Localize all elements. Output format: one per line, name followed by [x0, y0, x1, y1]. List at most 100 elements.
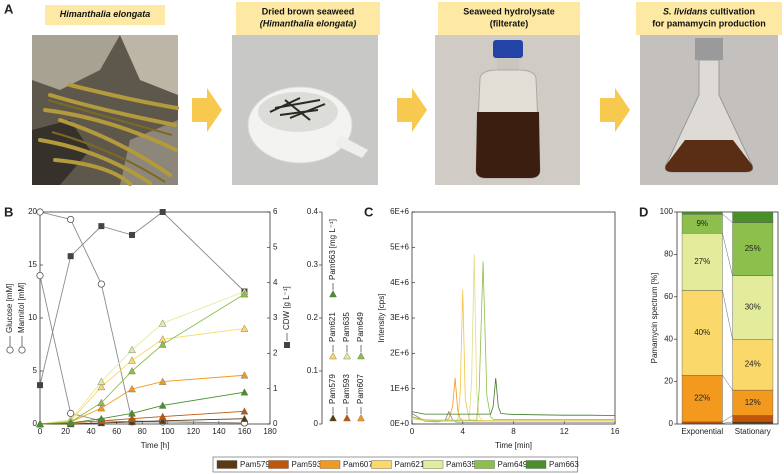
series-line [39, 328, 245, 425]
bar-segment [681, 211, 723, 215]
bar-segment [732, 421, 774, 425]
value-label: 24% [745, 360, 761, 369]
legend-label: Pam621 [395, 460, 425, 469]
illustration-part [600, 88, 630, 132]
y2-tick-label: 0 [273, 419, 278, 428]
y3-axis-label: Pam635 [342, 312, 351, 342]
marker [97, 404, 106, 412]
illustration-part [476, 112, 540, 178]
illustration-part [335, 135, 368, 158]
series-name: Pam635 [342, 312, 351, 342]
value-label: 30% [745, 303, 761, 312]
value-label: 25% [745, 244, 761, 253]
illustration-part [493, 40, 523, 58]
y3-axis-label: Pam649 [356, 312, 365, 342]
y3-axis-label: Pam621 [328, 312, 337, 342]
panel-label: C [364, 204, 374, 219]
marker [158, 377, 167, 385]
illustration-part [497, 58, 519, 70]
marker [159, 209, 166, 215]
y-tick-label: 1E+6 [390, 384, 409, 393]
legend-label: Pam663 [549, 460, 579, 469]
plot-frame [39, 211, 271, 425]
marker [128, 367, 136, 375]
connector [722, 290, 733, 340]
value-label: 27% [694, 257, 710, 266]
bar-segment [681, 232, 723, 291]
marker [129, 231, 135, 238]
bar-segment [732, 211, 774, 223]
marker [66, 419, 75, 427]
x-tick-label: 4 [461, 427, 466, 436]
legend-label: Pam649 [498, 460, 528, 469]
y2-tick-label: 2 [273, 348, 278, 357]
x-axis-label: Time [min] [495, 441, 532, 450]
marker [97, 398, 106, 406]
y-axis-label: Pamamycin spectrum [%] [650, 273, 659, 364]
series-line [40, 418, 245, 425]
illustration-part [192, 88, 222, 132]
legend-swatch [268, 460, 289, 469]
marker [329, 290, 337, 298]
marker [357, 414, 365, 422]
y-tick-label: 5E+6 [390, 242, 409, 251]
legend-swatch [371, 460, 392, 469]
caption-text: Himanthalia elongata [60, 9, 151, 19]
unit: [mg L⁻¹] [328, 219, 337, 248]
series-line [411, 410, 615, 423]
marker [36, 420, 44, 428]
series-line [411, 289, 615, 422]
y2-tick-label: 5 [273, 242, 278, 251]
y-tick-label: 6E+6 [390, 207, 409, 216]
series-line [39, 391, 245, 425]
legend-swatch [216, 460, 238, 469]
y2-tick-label: 6 [273, 207, 278, 216]
marker [128, 345, 136, 353]
y2-axis-label: CDW [g L⁻¹] [282, 286, 291, 330]
series-line [39, 291, 245, 425]
illustration-part [43, 108, 178, 152]
y-tick-label: 60 [664, 292, 673, 301]
bar-segment [681, 290, 723, 376]
x-tick-label: Stationary [735, 427, 771, 436]
panel-label: B [4, 204, 13, 219]
connector [722, 415, 733, 423]
illustration-part [53, 158, 132, 186]
caption-text: cultivation [708, 7, 756, 17]
series-name: Pam621 [328, 312, 337, 342]
marker [284, 342, 290, 348]
marker [98, 223, 105, 230]
y3-axis-label: Pam579 [328, 374, 337, 404]
y2-tick-label: 1 [273, 384, 278, 393]
marker [67, 215, 75, 224]
x-tick-label: 120 [187, 427, 201, 436]
marker [37, 382, 43, 389]
legend-label: Pam607 [343, 460, 373, 469]
marker [329, 352, 337, 360]
caption-text: for pamamycin production [652, 19, 766, 29]
x-tick-label: 180 [263, 427, 277, 436]
illustration-part [665, 140, 753, 172]
y3-tick-label: 0.4 [307, 207, 319, 216]
y-tick-label: 2E+6 [390, 348, 409, 357]
caption-text: Dried brown seaweed [262, 7, 355, 17]
x-tick-label: 140 [212, 427, 226, 436]
marker [240, 388, 249, 396]
bar-segment [732, 275, 774, 340]
y-tick-label: 5 [33, 366, 38, 375]
legend-swatch [474, 460, 495, 469]
series-name: Pam593 [342, 374, 351, 404]
marker [67, 409, 75, 417]
illustration-part [38, 83, 179, 186]
photo-seaweed [32, 35, 179, 186]
y-tick-label: 20 [28, 207, 37, 216]
y-axis-label: Glucose [mM] [5, 284, 14, 333]
caption-line: Himanthalia elongata [60, 9, 151, 19]
legend-label: Pam593 [292, 460, 322, 469]
marker [18, 346, 26, 354]
y3-axis-label: Pam607 [356, 374, 365, 404]
illustration-part [120, 35, 178, 95]
marker [36, 208, 44, 216]
marker [97, 280, 105, 288]
connector [722, 213, 733, 223]
